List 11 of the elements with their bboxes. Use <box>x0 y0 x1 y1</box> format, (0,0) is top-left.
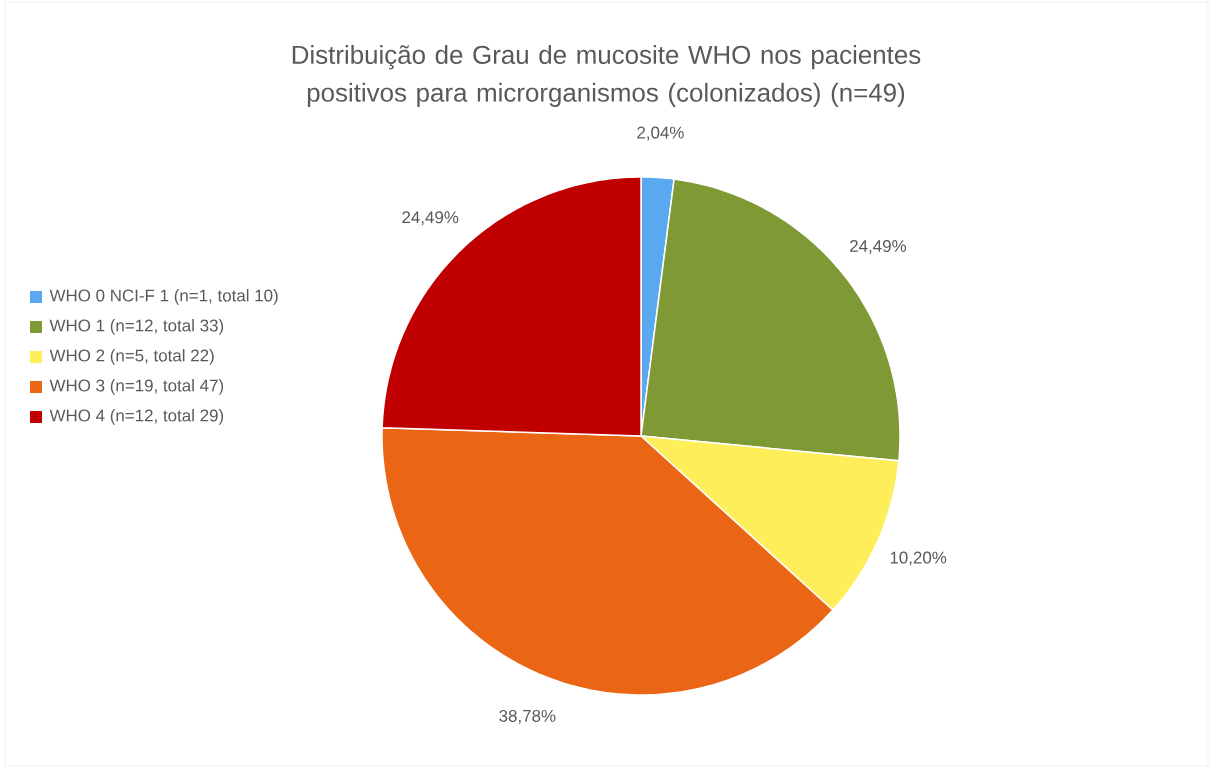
data-label: 24,49% <box>850 240 907 255</box>
legend-label: WHO 0 NCI-F 1 (n=1, total 10) <box>49 289 278 305</box>
chart-title: Distribuição de Grau de mucosite WHO nos pacientes positivos para microrganismos (colonizados) (n=49) <box>292 44 921 107</box>
legend-label: WHO 2 (n=5, total 22) <box>49 349 214 365</box>
data-label: 10,20% <box>890 551 947 566</box>
data-label: 38,78% <box>499 709 556 724</box>
legend-label: WHO 4 (n=12, total 29) <box>49 409 224 425</box>
legend-label: WHO 3 (n=19, total 47) <box>49 379 224 395</box>
data-label: 24,49% <box>402 211 459 226</box>
data-label: 2,04% <box>637 126 684 141</box>
legend-label: WHO 1 (n=12, total 33) <box>49 319 224 335</box>
